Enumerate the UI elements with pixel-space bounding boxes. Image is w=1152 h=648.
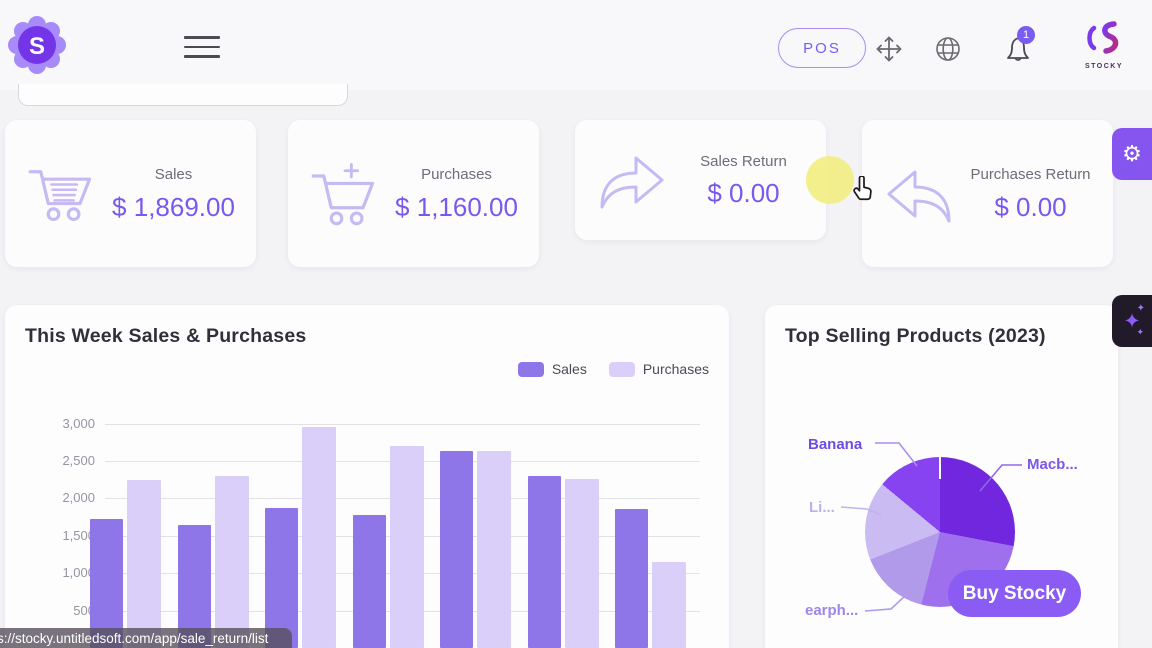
stat-label: Sales Return [700, 152, 787, 170]
y-axis-tick: 1,000 [62, 565, 95, 581]
menu-icon[interactable] [184, 36, 220, 60]
legend-label: Purchases [642, 361, 709, 377]
ai-sparkle-button[interactable]: ✦ ✦ ✦ [1112, 295, 1152, 347]
arrow-right-icon [589, 145, 675, 215]
stat-card-purchases: Purchases $ 1,160.00 [288, 120, 539, 267]
scrolled-partial-card [18, 84, 348, 106]
cart-icon [19, 163, 105, 225]
pie-label-earphones: earph... [805, 602, 859, 619]
top-selling-products-card: Top Selling Products (2023) Banana Macb.… [765, 305, 1118, 648]
bar [564, 478, 599, 648]
y-axis-tick: 2,000 [62, 490, 95, 506]
top-nav: S POS 1 [0, 0, 1152, 90]
legend-item-sales[interactable]: Sales [517, 361, 587, 377]
brand-caption: STOCKY [1084, 63, 1124, 70]
fullscreen-move-icon[interactable] [874, 34, 904, 64]
legend-label: Sales [551, 361, 587, 377]
bar [127, 480, 161, 648]
notification-badge: 1 [1017, 26, 1035, 44]
y-axis-tick: 1,500 [62, 527, 95, 543]
bar [265, 508, 298, 648]
bar [214, 475, 249, 648]
stat-label: Sales [154, 166, 193, 183]
bar [389, 446, 424, 648]
y-axis-tick: 2,500 [62, 453, 95, 468]
bar [302, 427, 336, 648]
bar-plot: 3,000 2,500 2,000 1,500 1,000 500 [5, 305, 729, 648]
pie-start-divider [939, 457, 941, 479]
bar [477, 451, 511, 648]
bar [440, 450, 473, 648]
flower-logo-icon: S [8, 16, 66, 74]
app-logo[interactable]: S [8, 16, 66, 74]
notifications-bell[interactable]: 1 [1003, 26, 1035, 64]
click-highlight [806, 156, 854, 204]
buy-stocky-button[interactable]: Buy Stocky [948, 570, 1081, 617]
purchases-swatch [608, 361, 635, 377]
bar [652, 561, 686, 648]
bar [527, 475, 561, 648]
stat-card-purchases-return: Purchases Return $ 0.00 [862, 120, 1113, 267]
bar [177, 525, 211, 648]
pie-title: Top Selling Products (2023) [785, 325, 1046, 347]
stocky-s-icon [1087, 21, 1119, 54]
weekly-sales-purchases-card: This Week Sales & Purchases Sales Purcha… [5, 305, 729, 648]
arrow-left-icon [876, 159, 962, 229]
globe-icon[interactable] [933, 34, 963, 64]
stat-value: $ 1,869.00 [112, 191, 235, 222]
pie-label-banana: Banana [808, 436, 863, 453]
status-url: s://stocky.untitledsoft.com/app/sale_ret… [0, 630, 269, 646]
hand-cursor-icon [850, 175, 876, 211]
link-status-bar: s://stocky.untitledsoft.com/app/sale_ret… [0, 628, 292, 648]
stat-label: Purchases [421, 166, 492, 183]
stat-card-sales: Sales $ 1,869.00 [5, 120, 256, 267]
gear-icon: ⚙ [1122, 141, 1142, 166]
settings-gear-button[interactable]: ⚙ [1112, 128, 1152, 180]
stocky-brand-logo[interactable]: STOCKY [1078, 20, 1130, 76]
pie-label-macbook: Macb... [1027, 456, 1078, 473]
sparkle-icon: ✦ [1123, 309, 1141, 333]
stat-value: $ 0.00 [707, 178, 780, 208]
cart-plus-icon [302, 161, 388, 227]
legend-item-purchases[interactable]: Purchases [608, 361, 709, 377]
gridline [105, 423, 700, 425]
y-axis-tick: 500 [73, 602, 95, 618]
stat-label: Purchases Return [970, 166, 1091, 183]
pie-label-li: Li... [809, 499, 835, 516]
chart-title: This Week Sales & Purchases [25, 325, 307, 347]
bar [615, 508, 648, 648]
stat-value: $ 1,160.00 [395, 191, 518, 222]
sales-swatch [517, 361, 544, 377]
y-axis-tick: 3,000 [62, 415, 95, 431]
stat-value: $ 0.00 [994, 191, 1067, 222]
sparkle-small-icon: ✦ [1136, 303, 1145, 314]
bar [90, 518, 123, 648]
svg-text:S: S [29, 33, 45, 60]
bar [352, 514, 386, 648]
stat-card-sales-return: Sales Return $ 0.00 [575, 120, 826, 240]
chart-legend: Sales Purchases [517, 361, 709, 377]
sparkle-small-icon: ✦ [1136, 327, 1144, 337]
pos-button[interactable]: POS [778, 28, 866, 68]
